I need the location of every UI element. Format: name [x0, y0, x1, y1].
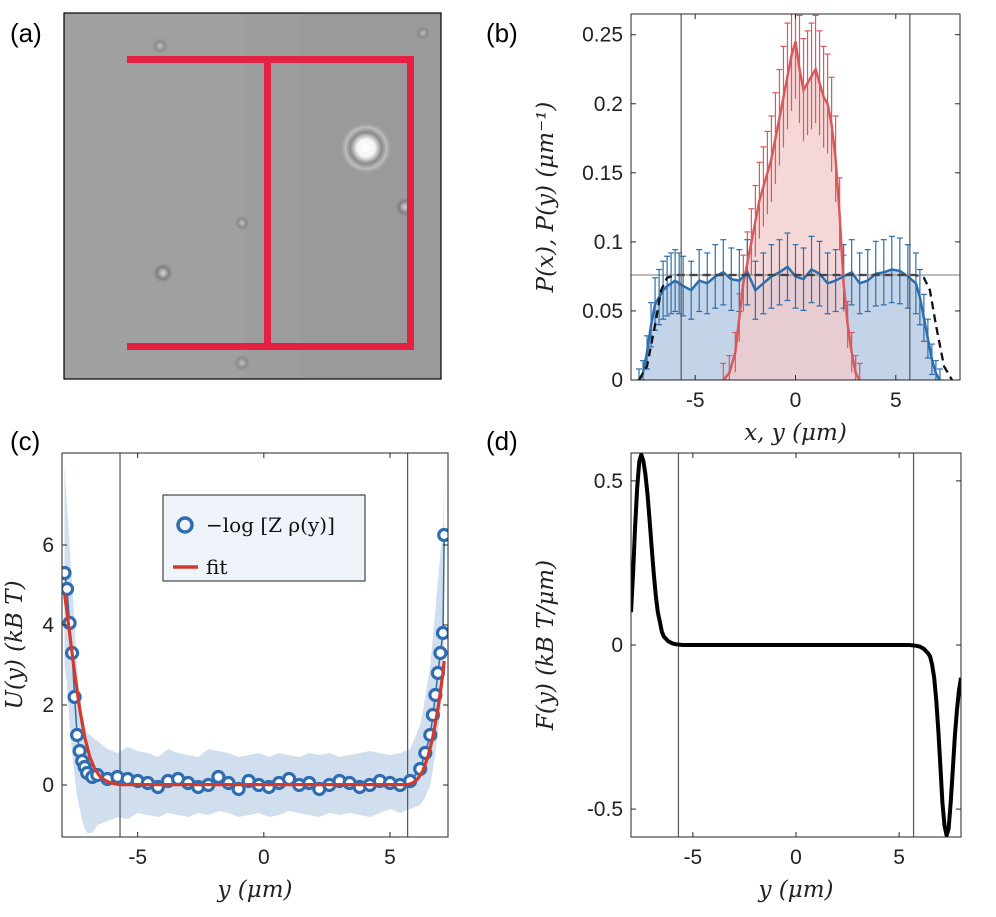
- y-tick-label: 0.2: [594, 93, 623, 116]
- x-tick-label: 5: [890, 389, 902, 412]
- speck: [233, 354, 251, 372]
- x-tick-label: -5: [686, 389, 705, 412]
- fit-line: [62, 592, 446, 787]
- speck: [151, 37, 169, 55]
- panel-label-a: (a): [10, 18, 42, 48]
- line-py: [637, 265, 941, 380]
- y-tick-label: 0.5: [594, 470, 623, 493]
- y-tick-label: 0: [611, 634, 623, 657]
- y-axis-label: F(y) (kB T/μm): [533, 560, 559, 731]
- force-curve: [631, 453, 961, 837]
- x-tick-label: 0: [258, 846, 270, 869]
- channel-middle-bar: [264, 56, 271, 350]
- panel-a-microscopy: [63, 12, 442, 380]
- line-px: [722, 41, 861, 380]
- panel-d-chart: -5 0 5 -0.5 0 0.5 y (μm) F(y) (kB T/μm): [533, 452, 962, 903]
- channel-right-bar: [407, 56, 414, 350]
- area-px: [723, 41, 860, 380]
- uncertainty-band: [64, 465, 445, 833]
- legend-label-data: −log [Z ρ(y)]: [206, 513, 335, 537]
- y-tick-label: 0.1: [594, 231, 623, 254]
- speck: [234, 215, 250, 231]
- legend-c: −log [Z ρ(y)] fit: [162, 494, 366, 582]
- y-tick-label: 0.25: [582, 24, 623, 47]
- x-tick-label: 0: [790, 846, 802, 869]
- panel-b-chart: -5 0 5 0 0.05 0.1 0.15 0.2 0.25 x, y (μm) P(x), P(…: [533, 13, 961, 446]
- data-point: [62, 565, 72, 581]
- channel-overlay: [127, 56, 414, 350]
- y-tick-label: -0.5: [587, 798, 623, 821]
- panel-label-b: (b): [486, 18, 518, 48]
- speck: [415, 25, 431, 41]
- data-point: [69, 727, 85, 743]
- data-point: [62, 581, 75, 597]
- legend-label-fit: fit: [206, 555, 227, 579]
- data-point: [433, 645, 448, 661]
- y-tick-label: 0: [42, 774, 54, 797]
- x-axis-label: y (μm): [757, 877, 833, 903]
- y-axis-label: P(x), P(y) (μm⁻¹): [533, 102, 559, 294]
- speck: [152, 262, 174, 284]
- x-tick-label: -5: [684, 846, 703, 869]
- x-tick-label: 5: [893, 846, 905, 869]
- x-axis-label: y (μm): [216, 877, 292, 903]
- x-tick-label: 0: [790, 389, 802, 412]
- y-tick-label: 2: [42, 694, 54, 717]
- panel-label-d: (d): [486, 426, 518, 456]
- y-tick-label: 6: [42, 534, 54, 557]
- x-tick-label: 5: [384, 846, 396, 869]
- panel-label-c: (c): [10, 426, 40, 456]
- y-tick-label: 0: [611, 369, 623, 392]
- data-point: [437, 527, 448, 543]
- y-axis-label: U(y) (kB T): [2, 580, 28, 709]
- bead-particle: [340, 122, 392, 174]
- x-tick-label: -5: [128, 846, 147, 869]
- y-tick-label: 0.15: [582, 162, 623, 185]
- data-point: [435, 625, 448, 641]
- x-axis-label: x, y (μm): [744, 420, 847, 446]
- legend-marker-circle: [176, 516, 194, 534]
- y-tick-label: 0.05: [582, 300, 623, 323]
- y-tick-label: 4: [42, 614, 54, 637]
- panel-c-chart: -5 0 5 0 2 4 6 y (μm) U(y) (kB T) −log [Z ρ(y)] …: [2, 452, 449, 903]
- data-point: [211, 769, 226, 785]
